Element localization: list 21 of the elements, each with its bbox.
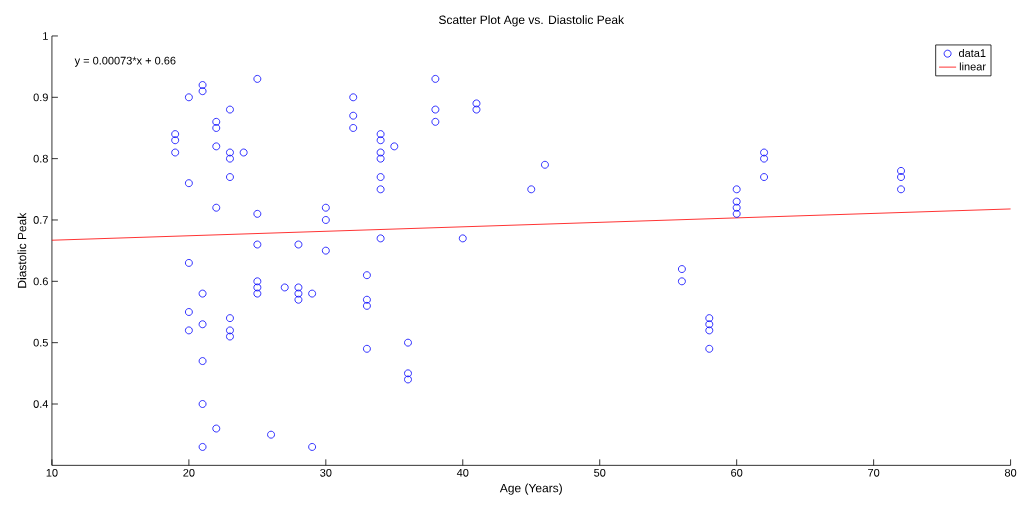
- annotation: y = 0.00073*x + 0.66: [74, 56, 176, 67]
- legend-label: linear: [959, 62, 986, 71]
- y-axis-title: Diastolic Peak: [17, 212, 27, 288]
- y-tick-label: 0.8: [33, 154, 48, 163]
- legend-label: data1: [958, 48, 986, 57]
- x-tick-label: 50: [594, 468, 606, 477]
- y-tick-label: 0.5: [33, 338, 48, 347]
- chart-title: Scatter Plot Age vs. Diastolic Peak: [439, 15, 625, 27]
- x-tick-label: 10: [46, 468, 58, 477]
- x-tick-label: 60: [731, 468, 743, 477]
- x-axis-title: Age (Years): [499, 483, 562, 495]
- y-tick-label: 1: [43, 32, 48, 40]
- x-tick-label: 40: [456, 468, 469, 477]
- y-tick-label: 0.7: [33, 215, 48, 224]
- x-tick-label: 80: [1004, 468, 1017, 477]
- x-tick-label: 20: [183, 468, 195, 477]
- x-tick-label: 30: [320, 468, 332, 477]
- x-tick-label: 70: [868, 468, 880, 477]
- y-tick-label: 0.9: [33, 93, 48, 102]
- y-tick-label: 0.6: [33, 277, 48, 286]
- y-tick-label: 0.4: [33, 399, 49, 408]
